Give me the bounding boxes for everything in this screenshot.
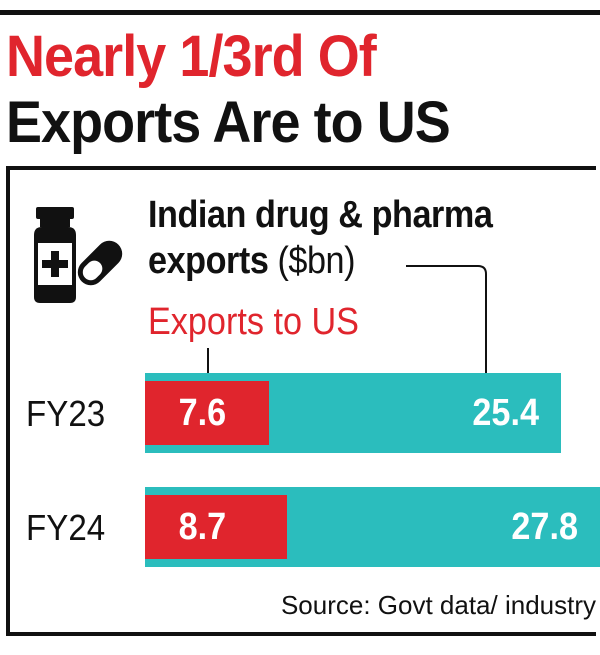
source-note: Source: Govt data/ industry xyxy=(280,590,596,620)
chart-title-line-1: Indian drug & pharma xyxy=(148,194,493,236)
medicine-bottle-and-pill-icon xyxy=(34,207,123,303)
category-label: FY24 xyxy=(26,507,106,548)
top-rule xyxy=(0,10,600,15)
bar-exports-to-us xyxy=(145,381,270,445)
category-label: FY23 xyxy=(26,393,106,434)
chart-title-line-2: exports ($bn) xyxy=(148,238,492,284)
bar-exports-to-us xyxy=(145,495,288,559)
chart-title-unit: ($bn) xyxy=(277,240,356,282)
callout-total-line xyxy=(406,265,487,380)
chart-title-exports: exports xyxy=(148,240,269,282)
data-label-total: 27.8 xyxy=(511,506,578,548)
data-label-us: 8.7 xyxy=(178,506,227,548)
data-label-total: 25.4 xyxy=(472,392,539,434)
data-label-us: 7.6 xyxy=(178,392,227,434)
headline: Nearly 1/3rd Of Exports Are to US xyxy=(6,24,451,156)
chart-panel xyxy=(6,166,596,636)
chart-title: Indian drug & pharma exports ($bn) xyxy=(148,192,493,284)
headline-line-2: Exports Are to US xyxy=(6,90,451,155)
legend-us-label: Exports to US xyxy=(148,301,359,343)
headline-line-1: Nearly 1/3rd Of xyxy=(6,24,377,89)
